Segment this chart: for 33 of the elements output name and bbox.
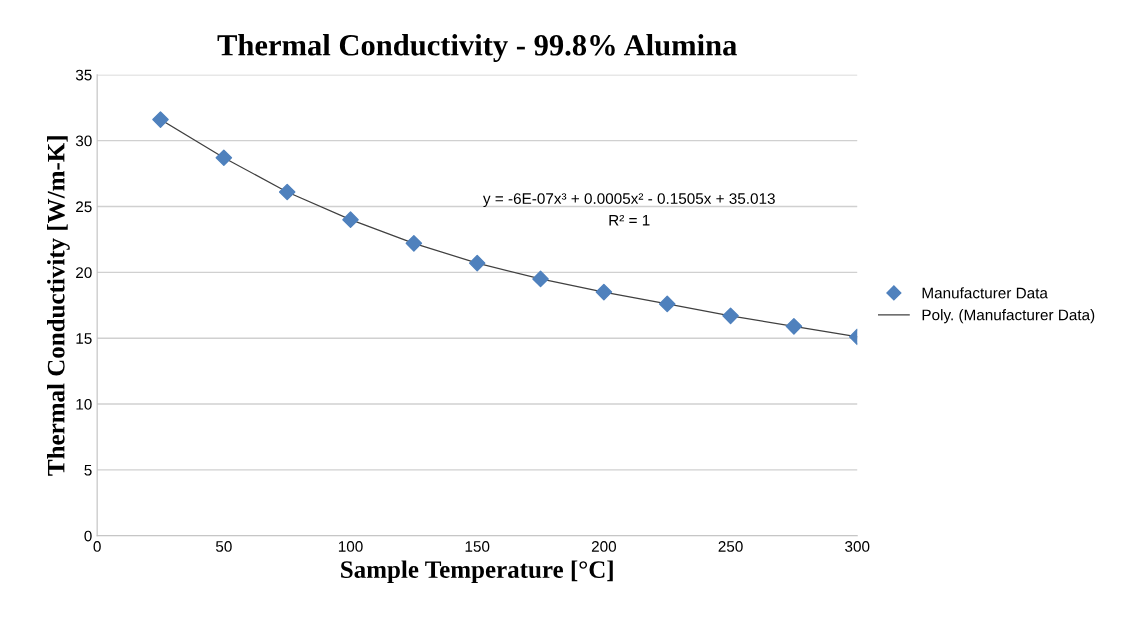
y-tick-label: 5: [84, 464, 92, 476]
point: [215, 149, 233, 167]
point: [278, 183, 296, 201]
point: [342, 211, 359, 228]
annotation: R² = 1: [609, 214, 650, 226]
y-axis-title: Thermal Conductivity [W/m-K]: [47, 136, 70, 476]
y-tick-label: 30: [75, 135, 92, 147]
y-tick-label: 35: [75, 69, 92, 81]
point: [658, 295, 676, 313]
x-tick-label: 50: [215, 541, 232, 552]
chart-title: Thermal Conductivity - 99.8% Alumina: [217, 34, 737, 62]
x-tick-label: 250: [718, 541, 743, 552]
legend-label: Manufacturer Data: [922, 287, 1048, 299]
point: [152, 111, 169, 128]
y-tick-label: 20: [76, 267, 92, 279]
point: [785, 318, 803, 335]
point: [722, 307, 739, 325]
point: [532, 270, 549, 288]
x-axis-title: Sample Temperature [°C]: [341, 560, 613, 584]
y-tick-label: 25: [76, 201, 92, 213]
x-tick-label: 100: [338, 541, 363, 552]
x-tick-label: 200: [591, 541, 617, 552]
legend-label: Poly. (Manufacturer Data): [922, 309, 1095, 324]
point: [595, 283, 613, 301]
x-tick-label: 0: [93, 541, 101, 552]
x-tick-label: 150: [465, 541, 490, 552]
y-tick-label: 0: [84, 530, 92, 542]
y-tick-label: 10: [76, 398, 92, 410]
y-tick-label: 15: [76, 333, 92, 344]
x-tick-label: 300: [845, 541, 870, 552]
point: [468, 254, 486, 272]
annotation: y = -6E-07x³ + 0.0005x² - 0.1505x + 35.013: [482, 193, 775, 208]
point: [405, 235, 423, 252]
